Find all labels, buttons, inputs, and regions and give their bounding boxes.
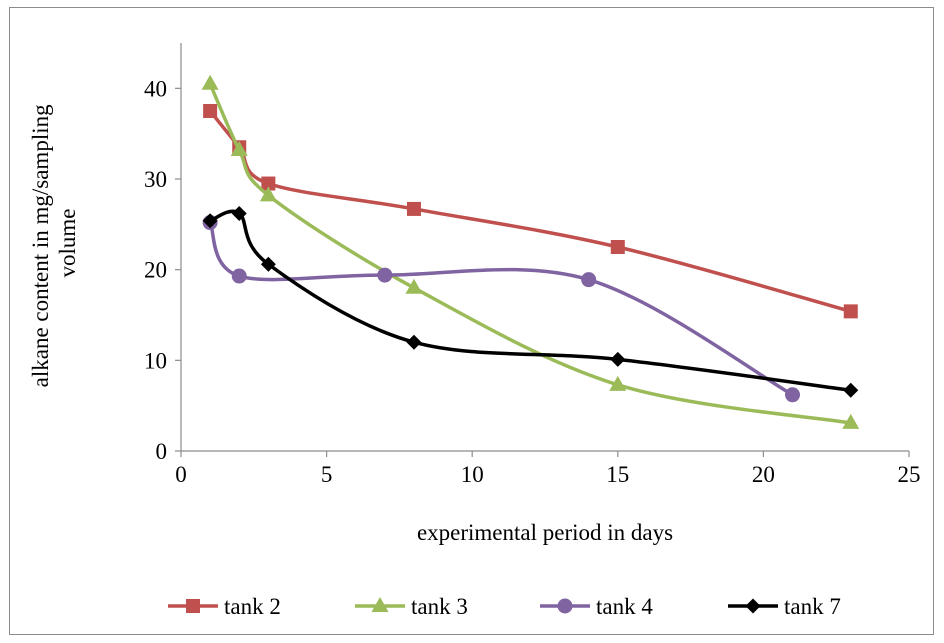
data-point <box>843 382 859 398</box>
legend-item: tank 2 <box>168 594 281 619</box>
legend-marker <box>186 599 200 613</box>
data-point <box>231 268 247 284</box>
data-point <box>406 334 422 350</box>
data-point <box>581 272 597 288</box>
data-point <box>406 201 421 216</box>
data-point <box>230 140 248 156</box>
data-point <box>202 213 218 229</box>
series-line <box>208 109 852 314</box>
legend-label: tank 3 <box>411 594 468 619</box>
y-tick-label: 20 <box>144 258 167 283</box>
data-point <box>377 267 393 283</box>
y-axis-title-line-1: alkane content in mg/sampling <box>28 104 53 387</box>
series-line <box>209 209 851 392</box>
y-tick-label: 30 <box>144 167 167 192</box>
legend-label: tank 4 <box>596 594 653 619</box>
y-tick-label: 0 <box>156 439 168 464</box>
legend-marker <box>745 598 761 614</box>
data-point <box>405 278 423 294</box>
axes: 0 10 20 30 40 0 5 10 15 20 25 <box>144 43 921 487</box>
y-tick-label: 40 <box>144 76 167 101</box>
legend-label: tank 2 <box>224 594 281 619</box>
x-tick-label: 15 <box>606 462 629 487</box>
legend-label: tank 7 <box>784 594 841 619</box>
series-tank-4 <box>202 215 801 403</box>
data-point <box>231 205 247 221</box>
x-tick-label: 5 <box>321 462 333 487</box>
data-point <box>785 387 801 403</box>
x-tick-label: 20 <box>752 462 775 487</box>
y-tick-label: 10 <box>144 348 167 373</box>
y-axis-title: alkane content in mg/sampling volume <box>28 99 80 388</box>
data-point <box>610 240 625 254</box>
legend-item: tank 4 <box>540 594 653 619</box>
legend-marker <box>371 597 389 612</box>
y-axis-title-line-2: volume <box>55 209 80 278</box>
data-point <box>843 304 858 319</box>
series-layer <box>201 74 860 429</box>
x-axis-title: experimental period in days <box>417 520 673 545</box>
data-point <box>610 351 626 367</box>
data-point <box>261 176 276 191</box>
data-point <box>842 413 860 429</box>
data-point <box>203 104 218 118</box>
legend-item: tank 7 <box>728 594 841 619</box>
x-tick-label: 10 <box>461 462 484 487</box>
x-tick-label: 0 <box>175 462 187 487</box>
legend: tank 2 tank 3 tank 4 tank 7 <box>168 594 841 619</box>
data-point <box>609 375 627 391</box>
x-tick-label: 25 <box>898 462 921 487</box>
series-tank-3 <box>201 74 860 429</box>
data-point <box>260 256 276 272</box>
series-tank-7 <box>202 205 859 398</box>
data-point <box>201 74 219 90</box>
legend-marker <box>557 598 573 614</box>
data-point <box>259 186 277 202</box>
legend-item: tank 3 <box>355 594 468 619</box>
